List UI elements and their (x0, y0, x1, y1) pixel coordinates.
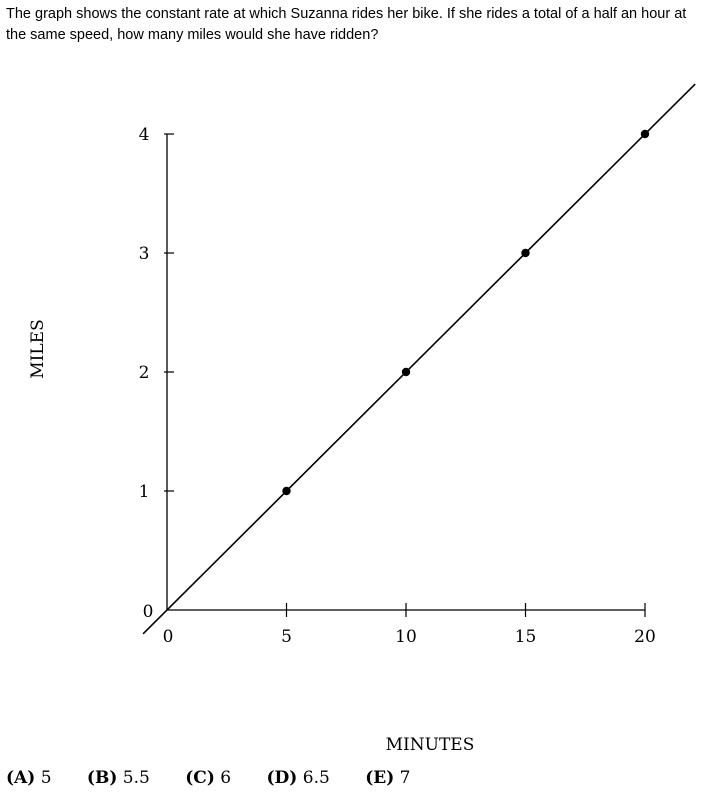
data-point (521, 248, 530, 258)
y-tick-label: 1 (139, 482, 150, 502)
y-tick-label: 3 (139, 244, 150, 264)
x-tick-label: 10 (395, 627, 417, 647)
data-point (640, 129, 650, 139)
ticks: 5 10 15 20 1 2 3 4 00 (139, 125, 656, 647)
choice-c[interactable]: (C) 6 (185, 768, 232, 788)
y-tick-label: 2 (139, 363, 150, 383)
data-point (401, 367, 411, 377)
series (142, 83, 696, 635)
choice-d[interactable]: (D) 6.5 (266, 768, 330, 788)
y-axis-label: MILES (28, 319, 48, 378)
series-line (142, 83, 696, 635)
choice-b[interactable]: (B) 5.5 (86, 768, 150, 788)
data-point (282, 486, 291, 496)
choice-a[interactable]: (A) 5 (6, 768, 52, 788)
choice-e[interactable]: (E) 7 (365, 768, 411, 788)
answer-choices: (A) 5 (B) 5.5 (C) 6 (D) 6.5 (E) 7 (6, 768, 441, 788)
x-axis-label: MINUTES (386, 735, 475, 755)
x-origin-label: 0 (163, 627, 174, 647)
y-origin-label: 0 (143, 602, 154, 622)
axis-labels: MINUTES MILES (28, 319, 474, 755)
question-text: The graph shows the constant rate at whi… (6, 6, 687, 43)
x-tick-label: 20 (634, 627, 656, 647)
y-tick-label: 4 (139, 125, 150, 145)
x-tick-label: 5 (281, 627, 292, 647)
x-tick-label: 15 (515, 627, 537, 647)
rate-graph: 5 10 15 20 1 2 3 4 00 MINUTES MILES (28, 83, 696, 755)
